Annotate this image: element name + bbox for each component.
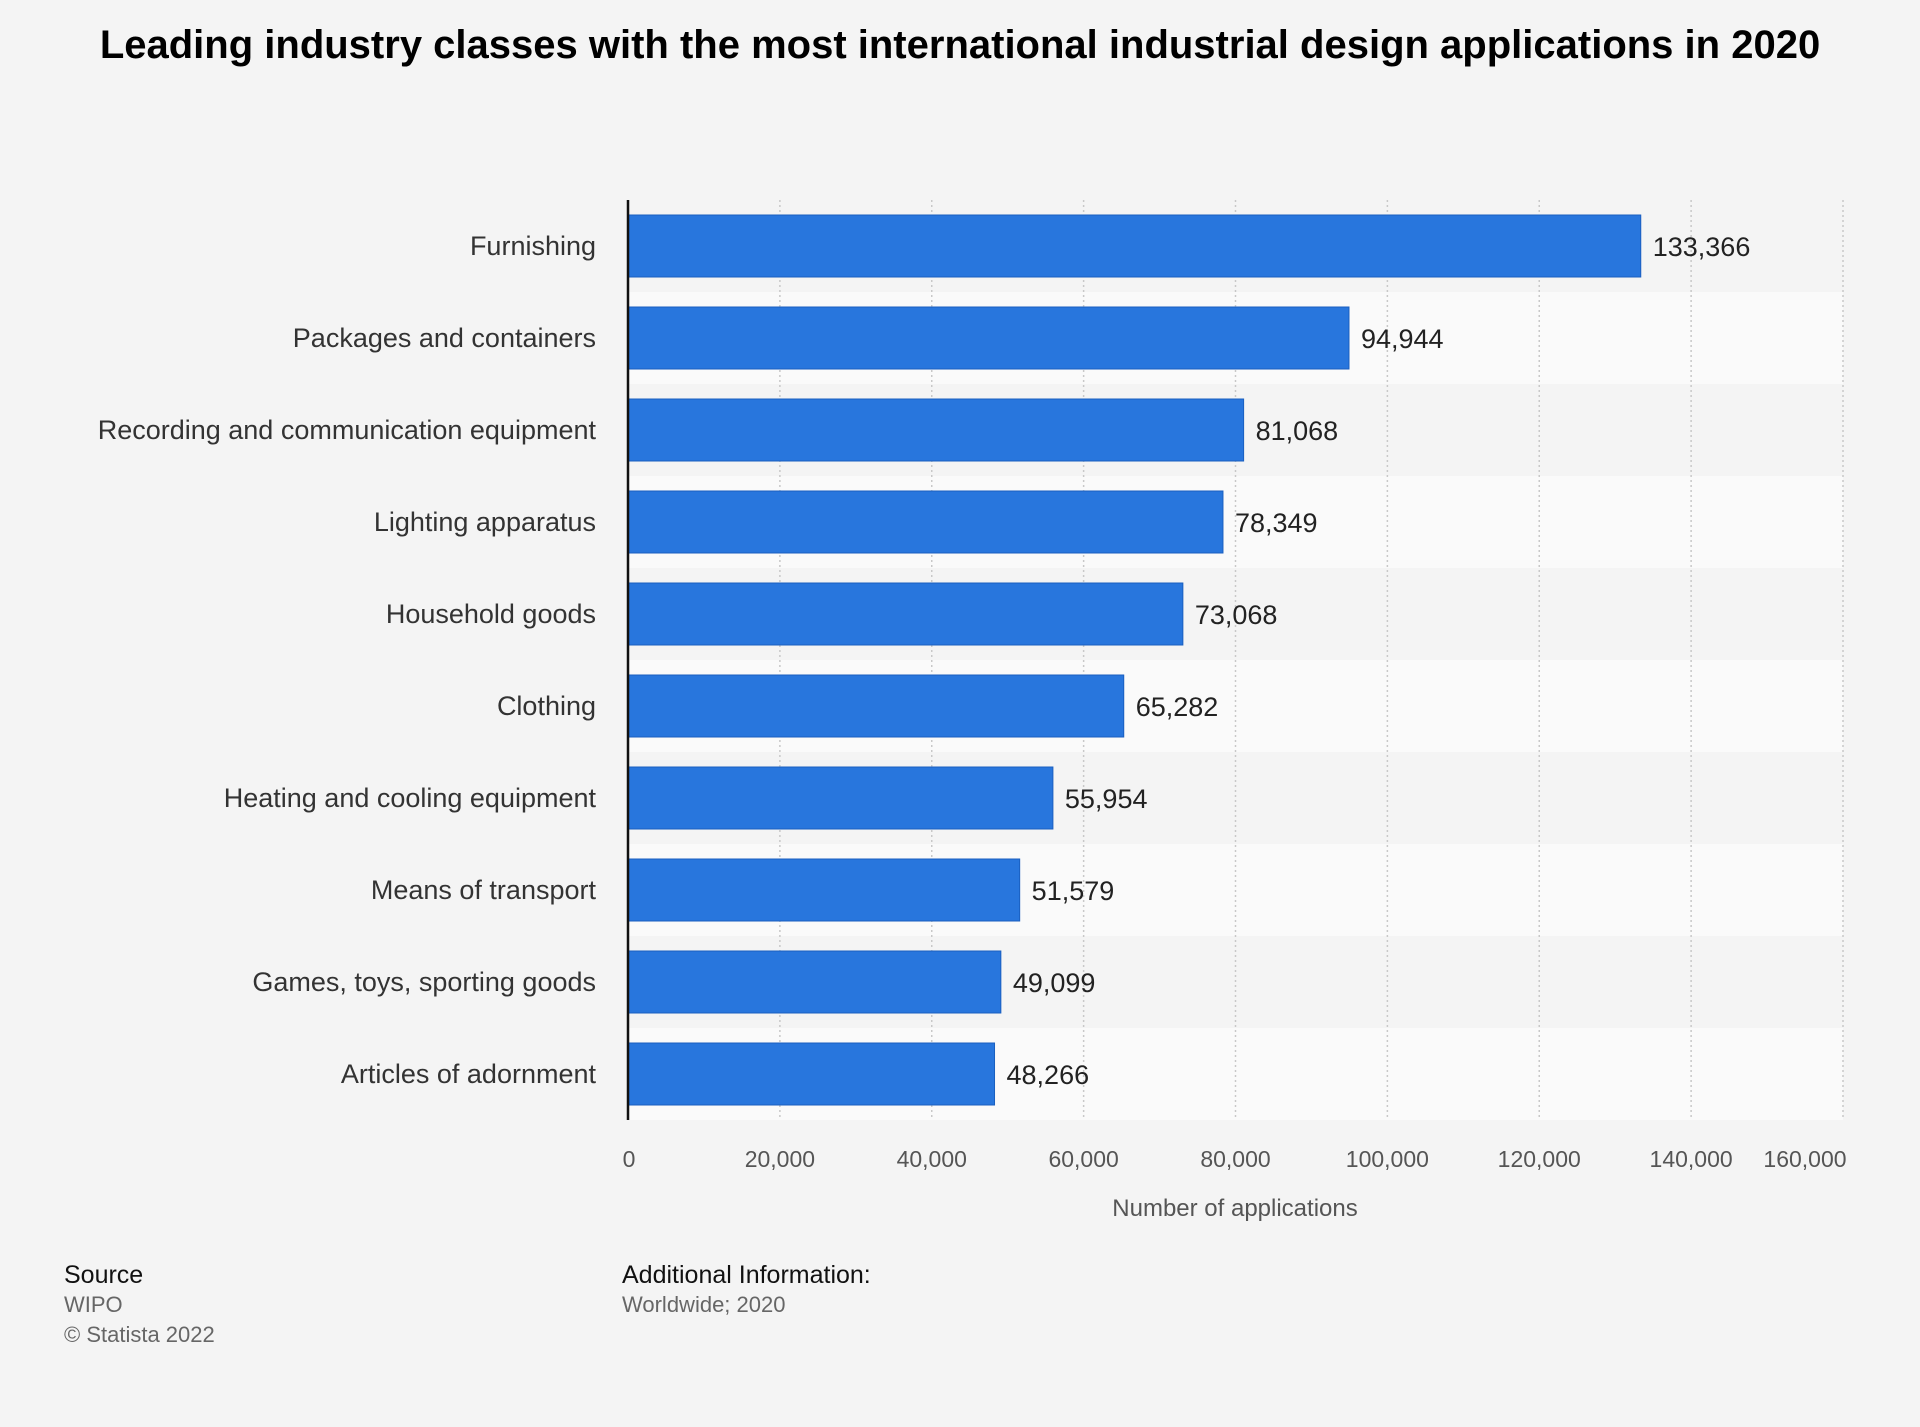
additional-info-value: Worldwide; 2020 bbox=[622, 1292, 786, 1317]
bar bbox=[627, 674, 1125, 738]
category-label: Means of transport bbox=[371, 875, 597, 905]
value-label: 65,282 bbox=[1136, 692, 1219, 722]
source-heading: Source bbox=[64, 1261, 144, 1289]
value-label: 78,349 bbox=[1235, 508, 1318, 538]
chart-title: Leading industry classes with the most i… bbox=[99, 23, 1821, 67]
bar bbox=[627, 490, 1224, 554]
value-label: 81,068 bbox=[1256, 416, 1339, 446]
x-tick-label: 0 bbox=[623, 1146, 636, 1172]
category-label: Household goods bbox=[386, 599, 596, 629]
bar bbox=[627, 1042, 996, 1106]
value-labels: 133,366 94,944 81,068 78,349 73,068 65,282 55,… bbox=[1007, 232, 1751, 1090]
bar bbox=[627, 858, 1021, 922]
copyright: © Statista 2022 bbox=[64, 1322, 215, 1347]
category-label: Packages and containers bbox=[293, 323, 596, 353]
bar-chart: Furnishing Packages and containers Recordi… bbox=[98, 200, 1847, 1222]
x-tick-label: 140,000 bbox=[1650, 1146, 1733, 1172]
x-tick-labels: 0 20,000 40,000 60,000 80,000 100,000 120,000 1… bbox=[623, 1146, 1847, 1172]
value-label: 51,579 bbox=[1032, 876, 1115, 906]
bar bbox=[627, 766, 1054, 830]
category-label: Games, toys, sporting goods bbox=[252, 967, 596, 997]
value-label: 73,068 bbox=[1195, 600, 1278, 630]
category-label: Heating and cooling equipment bbox=[224, 783, 597, 813]
category-label: Lighting apparatus bbox=[374, 507, 596, 537]
x-tick-label: 20,000 bbox=[745, 1146, 815, 1172]
category-labels: Furnishing Packages and containers Recordi… bbox=[98, 231, 597, 1089]
source-value[interactable]: WIPO bbox=[64, 1292, 123, 1317]
bar bbox=[627, 214, 1642, 278]
value-label: 48,266 bbox=[1007, 1060, 1090, 1090]
bar bbox=[627, 950, 1002, 1014]
x-tick-label: 120,000 bbox=[1498, 1146, 1581, 1172]
additional-info-heading: Additional Information: bbox=[622, 1261, 871, 1289]
source-block: Source WIPO © Statista 2022 bbox=[64, 1260, 215, 1350]
bars bbox=[627, 214, 1642, 1106]
additional-info-block: Additional Information: Worldwide; 2020 bbox=[622, 1260, 871, 1320]
category-label: Clothing bbox=[497, 691, 596, 721]
bar bbox=[627, 398, 1245, 462]
x-axis-title: Number of applications bbox=[1112, 1195, 1357, 1222]
value-label: 133,366 bbox=[1653, 232, 1751, 262]
category-label: Recording and communication equipment bbox=[98, 415, 597, 445]
x-tick-label: 40,000 bbox=[897, 1146, 967, 1172]
x-tick-label: 60,000 bbox=[1048, 1146, 1118, 1172]
value-label: 49,099 bbox=[1013, 968, 1096, 998]
category-label: Articles of adornment bbox=[341, 1059, 597, 1089]
category-label: Furnishing bbox=[470, 231, 596, 261]
x-tick-label: 160,000 bbox=[1763, 1146, 1846, 1172]
value-label: 94,944 bbox=[1361, 324, 1444, 354]
value-label: 55,954 bbox=[1065, 784, 1148, 814]
x-tick-label: 100,000 bbox=[1346, 1146, 1429, 1172]
bar bbox=[627, 306, 1350, 370]
bar bbox=[627, 582, 1184, 646]
x-tick-label: 80,000 bbox=[1200, 1146, 1270, 1172]
